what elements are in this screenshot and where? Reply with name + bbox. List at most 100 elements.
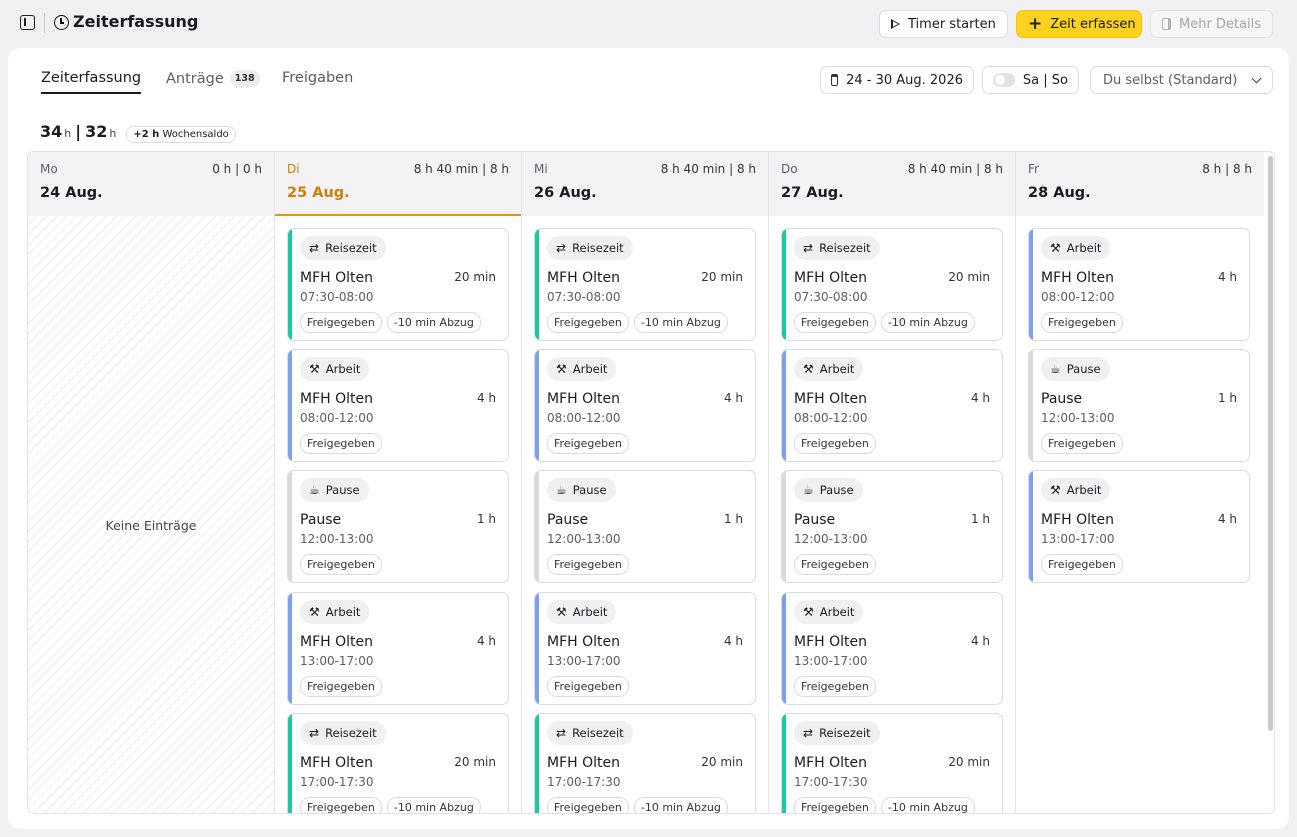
entry-type-badge: ⇄ Reisezeit [300,721,386,745]
divider [44,13,45,33]
hammer-icon: ⚒ [309,362,320,376]
more-details-button[interactable]: Mehr Details [1150,10,1273,38]
entry-type-label: Reisezeit [572,241,624,255]
time-entry[interactable]: ⚒ Arbeit MFH Olten 4 h 08:00-12:00 Freige… [287,349,509,462]
tab-freigaben[interactable]: Freigaben [282,70,353,86]
time-entry[interactable]: ☕ Pause Pause 1 h 12:00-13:00 Freigegeben [781,470,1003,583]
time-entry[interactable]: ☕ Pause Pause 1 h 12:00-13:00 Freigegeben [287,470,509,583]
entry-color-bar [535,471,539,582]
route-icon: ⇄ [556,726,567,740]
entry-duration: 4 h [723,391,743,405]
route-icon: ⇄ [309,241,320,255]
entry-name: MFH Olten [794,755,867,771]
entry-type-label: Arbeit [1066,483,1102,497]
day-column-mi: Mi 8 h 40 min | 8 h 26 Aug. ⇄ Reisezeit M… [522,152,769,813]
time-entry[interactable]: ⇄ Reisezeit MFH Olten 20 min 07:30-08:00 … [287,228,509,341]
target-hours: 32 [85,122,108,141]
entry-time: 07:30-08:00 [300,290,374,304]
entry-name: MFH Olten [547,634,620,650]
record-time-button[interactable]: + Zeit erfassen [1016,10,1142,38]
time-entry[interactable]: ⇄ Reisezeit MFH Olten 20 min 07:30-08:00 … [781,228,1003,341]
play-icon [891,19,900,29]
hammer-icon: ⚒ [1050,483,1061,497]
entry-type-badge: ☕ Pause [1041,357,1110,381]
vertical-scrollbar[interactable] [1268,156,1273,731]
entry-type-label: Arbeit [572,605,608,619]
status-badge: Freigegeben [547,312,629,333]
page-title: Zeiterfassung [73,12,199,31]
user-select[interactable]: Du selbst (Standard) [1090,66,1273,94]
entry-name: MFH Olten [794,391,867,407]
entry-time: 12:00-13:00 [1041,411,1115,425]
status-badge: Freigegeben [794,312,876,333]
entry-color-bar [535,593,539,704]
week-totals: 34 h | 32 h +2 h Wochensaldo [40,122,236,143]
week-balance-badge: +2 h Wochensaldo [126,126,236,143]
time-entry[interactable]: ⚒ Arbeit MFH Olten 4 h 08:00-12:00 Freige… [534,349,756,462]
day-date: 26 Aug. [534,185,597,201]
time-entry[interactable]: ⚒ Arbeit MFH Olten 4 h 08:00-12:00 Freige… [1028,228,1250,341]
tab-antraege[interactable]: Anträge 138 [166,70,260,87]
entry-color-bar [535,350,539,461]
day-header: Do 8 h 40 min | 8 h 27 Aug. [769,152,1015,216]
status-badge: Freigegeben [1041,312,1123,333]
entry-name: MFH Olten [1041,270,1114,286]
entry-name: MFH Olten [547,755,620,771]
entry-type-label: Arbeit [325,605,361,619]
entry-name: Pause [547,512,589,528]
time-entry[interactable]: ⇄ Reisezeit MFH Olten 20 min 17:00-17:30 … [287,713,509,813]
top-bar: Zeiterfassung Timer starten + Zeit erfas… [0,0,1297,48]
chevron-down-icon [1251,73,1262,83]
entry-name: MFH Olten [547,391,620,407]
entry-color-bar [288,471,292,582]
entry-duration: 1 h [970,512,990,526]
time-entry[interactable]: ⇄ Reisezeit MFH Olten 20 min 07:30-08:00 … [534,228,756,341]
entry-time: 12:00-13:00 [300,532,374,546]
time-entry[interactable]: ⇄ Reisezeit MFH Olten 20 min 17:00-17:30 … [534,713,756,813]
entry-type-label: Pause [325,483,360,497]
hammer-icon: ⚒ [803,605,814,619]
entry-time: 17:00-17:30 [547,775,621,789]
entry-time: 13:00-17:00 [1041,532,1115,546]
time-entry[interactable]: ⚒ Arbeit MFH Olten 4 h 13:00-17:00 Freige… [1028,470,1250,583]
deduction-badge: -10 min Abzug [633,797,728,813]
status-badge: Freigegeben [794,676,876,697]
date-range-picker[interactable]: 24 - 30 Aug. 2026 [820,66,974,94]
entry-time: 17:00-17:30 [300,775,374,789]
status-badge: Freigegeben [300,554,382,575]
entry-type-badge: ☕ Pause [547,478,616,502]
coffee-icon: ☕ [309,483,320,497]
day-date: 28 Aug. [1028,185,1091,201]
entry-time: 08:00-12:00 [300,411,374,425]
time-entry[interactable]: ⚒ Arbeit MFH Olten 4 h 13:00-17:00 Freige… [781,592,1003,705]
day-header: Fr 8 h | 8 h 28 Aug. [1016,152,1264,216]
coffee-icon: ☕ [556,483,567,497]
entry-duration: 20 min [454,755,496,769]
day-column-di: Di 8 h 40 min | 8 h 25 Aug. ⇄ Reisezeit M… [275,152,522,813]
start-timer-button[interactable]: Timer starten [879,10,1008,38]
day-name: Fr [1028,162,1039,176]
entry-type-label: Arbeit [572,362,608,376]
entry-type-badge: ⇄ Reisezeit [547,721,633,745]
toggle-switch[interactable] [993,73,1015,87]
tab-label: Anträge [166,70,224,87]
time-entry[interactable]: ☕ Pause Pause 1 h 12:00-13:00 Freigegeben [1028,349,1250,462]
time-entry[interactable]: ⇄ Reisezeit MFH Olten 20 min 17:00-17:30 … [781,713,1003,813]
tab-zeiterfassung[interactable]: Zeiterfassung [41,70,142,94]
entry-time: 13:00-17:00 [300,654,374,668]
start-timer-label: Timer starten [908,16,996,32]
entry-time: 13:00-17:00 [794,654,868,668]
sidebar-toggle-icon[interactable] [20,15,35,30]
time-entry[interactable]: ☕ Pause Pause 1 h 12:00-13:00 Freigegeben [534,470,756,583]
entry-type-badge: ⇄ Reisezeit [547,236,633,260]
time-entry[interactable]: ⚒ Arbeit MFH Olten 4 h 08:00-12:00 Freige… [781,349,1003,462]
worked-hours: 34 [40,122,63,141]
entry-type-label: Reisezeit [819,241,871,255]
day-date: 24 Aug. [40,185,103,201]
entry-color-bar [782,593,786,704]
day-date: 25 Aug. [287,185,350,201]
time-entry[interactable]: ⚒ Arbeit MFH Olten 4 h 13:00-17:00 Freige… [534,592,756,705]
weekend-toggle[interactable]: Sa | So [982,66,1079,94]
time-entry[interactable]: ⚒ Arbeit MFH Olten 4 h 13:00-17:00 Freige… [287,592,509,705]
day-hours: 8 h 40 min | 8 h [660,162,756,176]
